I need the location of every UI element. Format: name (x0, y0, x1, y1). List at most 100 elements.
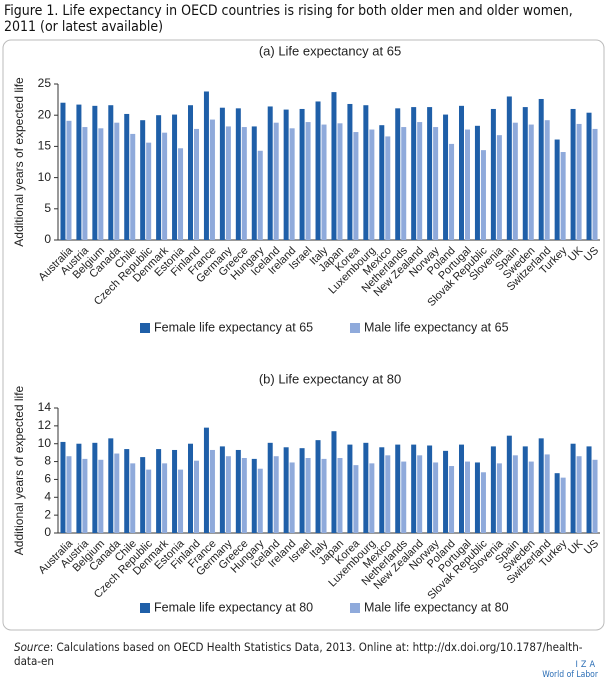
legend-label: Female life expectancy at 65 (154, 320, 313, 334)
bar (108, 438, 114, 533)
bar (219, 446, 225, 533)
bar (395, 108, 401, 240)
source: Source: Calculations based on OECD Healt… (14, 640, 608, 668)
bar (570, 108, 576, 241)
bar (480, 472, 486, 533)
bar (560, 152, 566, 240)
bar (353, 465, 359, 533)
bar (98, 459, 104, 533)
bar (347, 103, 353, 240)
bar (417, 122, 423, 240)
bar (369, 129, 375, 240)
bar (289, 128, 295, 240)
bar (490, 108, 496, 241)
figure-title: Figure 1. Life expectancy in OECD countr… (4, 3, 573, 35)
bar (140, 120, 146, 240)
bar (433, 127, 439, 240)
logo-name: IZA (575, 660, 598, 670)
bar (257, 468, 263, 533)
bar (363, 442, 369, 533)
bar (443, 114, 449, 240)
bar (379, 125, 385, 240)
bar (474, 462, 480, 533)
bar (538, 438, 544, 533)
bar (283, 447, 289, 533)
bar (130, 463, 136, 533)
bar (385, 136, 391, 240)
y-axis-label: Additional years of expected life (12, 77, 26, 247)
bar (108, 105, 114, 240)
legend-label: Male life expectancy at 80 (364, 600, 509, 614)
bar (544, 454, 550, 533)
bar (66, 456, 72, 533)
bar (76, 104, 82, 240)
bar (538, 98, 544, 240)
bar (506, 96, 512, 240)
legend-swatch (350, 323, 360, 333)
bar (188, 443, 193, 533)
bar (554, 473, 560, 533)
bar (337, 458, 343, 533)
bar (156, 449, 162, 533)
bar (299, 448, 305, 533)
bar (146, 469, 152, 533)
bar (512, 455, 518, 533)
bar (496, 135, 502, 240)
bar (465, 461, 470, 533)
bar (512, 122, 518, 240)
bar (321, 458, 327, 533)
bar (130, 133, 136, 240)
bar (379, 447, 385, 533)
legend-swatch (350, 603, 360, 613)
chart-subtitle: (a) Life expectancy at 65 (259, 43, 401, 58)
bar (411, 444, 417, 533)
bar (235, 108, 241, 240)
bar (209, 119, 215, 240)
bar (331, 92, 337, 240)
x-tick-label: US (582, 245, 601, 264)
bar (203, 427, 209, 533)
bar (241, 127, 247, 240)
bar (188, 105, 193, 240)
bar (506, 435, 512, 533)
bar (203, 91, 209, 240)
bar (172, 449, 178, 533)
bar (251, 458, 257, 533)
bar (162, 132, 168, 240)
bar (459, 105, 464, 240)
bar (433, 462, 439, 533)
bar (586, 446, 592, 533)
bar (544, 120, 550, 240)
bar (82, 127, 88, 240)
bar (146, 142, 152, 240)
bar (395, 444, 401, 533)
bar (267, 442, 273, 533)
y-tick-label: 20 (38, 107, 52, 121)
bar (576, 123, 582, 240)
bar (273, 456, 279, 533)
bar (98, 128, 104, 240)
legend-label: Female life expectancy at 80 (154, 600, 313, 614)
bar (178, 469, 184, 533)
bar (251, 126, 257, 240)
bar (401, 461, 407, 533)
bar (305, 122, 311, 240)
bar (560, 477, 566, 533)
bar (315, 440, 321, 533)
bar (209, 449, 215, 533)
bar (474, 125, 480, 240)
bar (194, 128, 199, 240)
bar (124, 449, 130, 533)
bar (178, 148, 184, 240)
y-tick-label: 0 (44, 525, 51, 539)
bar (194, 460, 199, 533)
y-tick-label: 5 (44, 201, 51, 215)
source-label: Source (14, 640, 50, 654)
y-tick-label: 12 (38, 418, 52, 432)
bar (385, 455, 391, 533)
bar (321, 124, 327, 240)
source-text: : Calculations based on OECD Health Stat… (14, 640, 583, 668)
bar (299, 108, 305, 241)
bar (162, 463, 168, 533)
